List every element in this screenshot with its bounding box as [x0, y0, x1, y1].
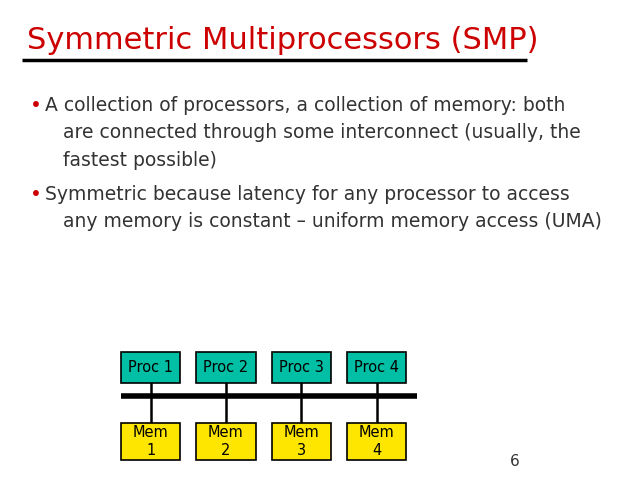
FancyBboxPatch shape — [271, 351, 331, 383]
Text: Symmetric because latency for any processor to access
   any memory is constant : Symmetric because latency for any proces… — [45, 185, 602, 231]
FancyBboxPatch shape — [271, 423, 331, 460]
FancyBboxPatch shape — [196, 423, 255, 460]
Text: •: • — [29, 185, 42, 204]
Text: Proc 4: Proc 4 — [354, 360, 399, 375]
Text: A collection of processors, a collection of memory: both
   are connected throug: A collection of processors, a collection… — [45, 96, 580, 169]
Text: Proc 3: Proc 3 — [279, 360, 324, 375]
Text: •: • — [29, 96, 42, 115]
FancyBboxPatch shape — [347, 423, 406, 460]
Text: Proc 2: Proc 2 — [204, 360, 248, 375]
Text: Mem
1: Mem 1 — [132, 425, 168, 458]
FancyBboxPatch shape — [121, 423, 180, 460]
Text: Mem
4: Mem 4 — [358, 425, 394, 458]
Text: Mem
2: Mem 2 — [208, 425, 244, 458]
Text: 6: 6 — [509, 455, 519, 469]
Text: Mem
3: Mem 3 — [284, 425, 319, 458]
FancyBboxPatch shape — [121, 351, 180, 383]
Text: Proc 1: Proc 1 — [128, 360, 173, 375]
Text: Symmetric Multiprocessors (SMP): Symmetric Multiprocessors (SMP) — [27, 26, 538, 55]
FancyBboxPatch shape — [196, 351, 255, 383]
FancyBboxPatch shape — [347, 351, 406, 383]
